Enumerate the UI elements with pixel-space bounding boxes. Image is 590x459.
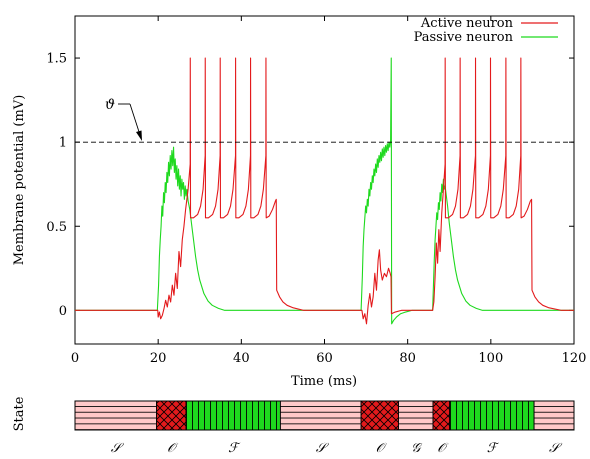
state-segment [449,400,535,431]
legend-label-passive: Passive neuron [414,30,514,45]
x-tick-label: 60 [316,351,333,366]
state-segment [74,400,157,431]
state-label: 𝒪 [437,441,449,456]
state-segment [360,400,399,431]
state-segment [279,400,362,431]
state-label: ℱ [228,441,241,456]
plot-area [74,15,575,345]
x-axis-title: Time (ms) [291,374,357,389]
state-segment [156,400,187,431]
x-tick-label: 120 [562,351,587,366]
y-tick-label: 1 [59,136,67,151]
state-label: 𝒮 [111,441,125,456]
state-label: 𝒪 [167,441,179,456]
threshold-arrowhead [136,130,142,141]
series-line-passive-neuron [75,57,574,325]
series-layer [75,57,574,325]
legend: Active neuron Passive neuron [414,16,558,45]
x-tick-label: 80 [399,351,416,366]
state-segment [432,400,451,431]
state-frame [74,400,575,431]
y-tick-label: 0 [59,304,67,319]
legend-label-active: Active neuron [420,16,514,31]
series-line-active-neuron [75,57,574,325]
state-bars [74,400,575,431]
state-label: 𝒢 [411,441,423,456]
y-tick-label: 1.5 [46,52,67,67]
state-segment [185,400,281,431]
state-axis-title: State [12,396,27,431]
y-tick-label: 0.5 [46,220,67,235]
state-segment [533,400,575,431]
main-chart: 0 20 40 60 80 100 120 0 0.5 1 1.5 ϑ Active neuron… [12,15,587,389]
state-label: 𝒮 [549,441,563,456]
x-tick-label: 40 [233,351,250,366]
x-tick-label: 0 [71,351,79,366]
x-tick-label: 20 [150,351,167,366]
state-label: ℱ [487,441,500,456]
x-tick-label: 100 [478,351,503,366]
state-label: 𝒪 [376,441,388,456]
state-label: 𝒮 [316,441,330,456]
threshold-symbol: ϑ [105,97,115,113]
state-segment [398,400,434,431]
y-axis-title: Membrane potential (mV) [12,95,27,266]
x-axis: 0 20 40 60 80 100 120 [71,16,587,366]
